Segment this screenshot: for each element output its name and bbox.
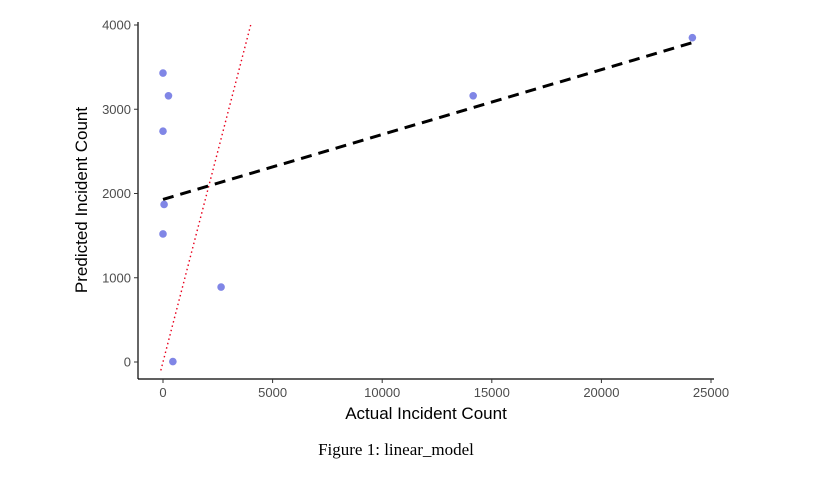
fit-line — [162, 41, 693, 201]
data-point — [159, 69, 167, 77]
scatter-chart: 0 1000 2000 3000 4000 0 5000 10000 15000 20000 250… — [72, 18, 729, 424]
y-tick-label: 3000 — [102, 102, 131, 117]
data-point — [159, 230, 167, 238]
x-tick-label: 25000 — [693, 385, 729, 400]
figure-caption: Figure 1: linear_model — [318, 440, 474, 459]
y-tick-label: 4000 — [102, 18, 131, 33]
data-point — [688, 33, 697, 42]
x-axis-title: Actual Incident Count — [345, 404, 507, 423]
data-point — [217, 283, 225, 291]
x-tick-label: 5000 — [258, 385, 287, 400]
data-point — [159, 127, 167, 135]
x-tick-label: 15000 — [474, 385, 510, 400]
y-tick-label: 2000 — [102, 186, 131, 201]
y-tick-label: 1000 — [102, 270, 131, 285]
data-point — [169, 357, 177, 366]
y-axis-title: Predicted Incident Count — [72, 107, 91, 293]
identity-line — [160, 24, 252, 371]
x-tick-label: 20000 — [583, 385, 619, 400]
x-tick-label: 0 — [159, 385, 166, 400]
x-tick-label: 10000 — [364, 385, 400, 400]
data-point — [469, 91, 477, 100]
data-point — [160, 200, 168, 209]
y-tick-label: 0 — [124, 355, 131, 370]
data-point — [164, 91, 173, 100]
